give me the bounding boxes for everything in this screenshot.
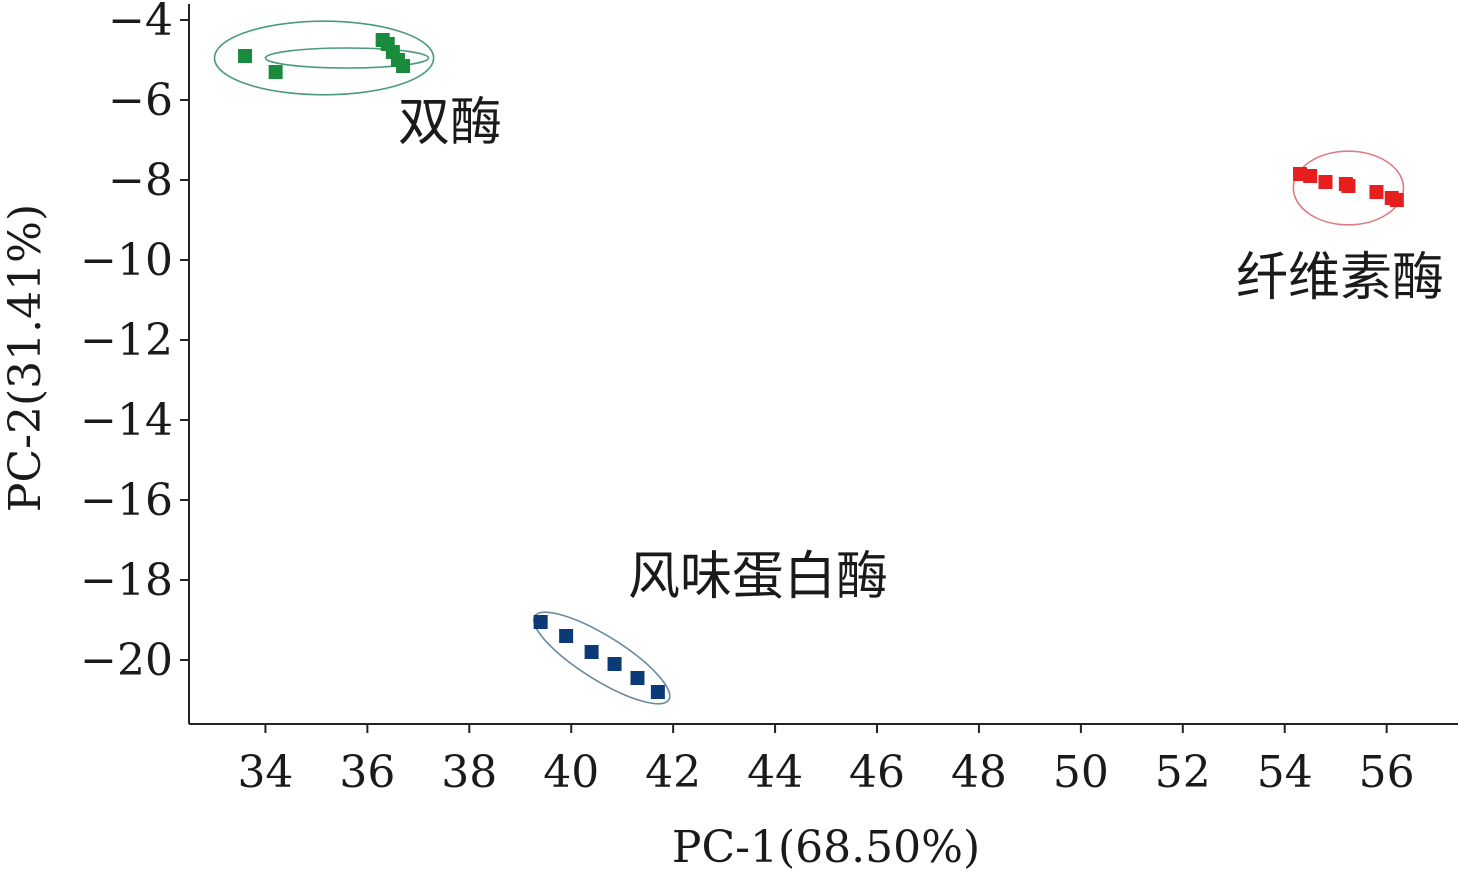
data-point — [650, 685, 665, 699]
x-tick-label: 48 — [951, 747, 1007, 798]
x-tick-label: 44 — [747, 747, 803, 798]
x-tick-label: 42 — [645, 747, 701, 798]
y-tick-label: −12 — [80, 315, 173, 366]
data-point — [584, 645, 599, 659]
x-tick-label: 56 — [1359, 747, 1415, 798]
x-ticks: 34 36 38 40 42 44 46 48 50 52 54 56 — [237, 724, 1415, 798]
data-point — [268, 65, 283, 79]
y-axis-title: PC-2(31.41%) — [0, 204, 51, 512]
y-tick-label: −14 — [80, 395, 173, 446]
group-label-cellulase: 纤维素酶 — [1236, 248, 1444, 308]
x-tick-label: 52 — [1155, 747, 1211, 798]
data-points — [238, 33, 1404, 699]
cluster-ellipse — [213, 20, 435, 96]
data-point — [238, 49, 253, 63]
data-point — [396, 59, 411, 73]
y-tick-label: −6 — [108, 75, 173, 126]
group-label-dual-enzyme: 双酶 — [398, 93, 502, 153]
data-point — [630, 671, 645, 685]
data-point — [559, 629, 574, 643]
y-tick-label: −16 — [80, 475, 173, 526]
data-point — [1369, 185, 1384, 199]
group-label-flavourzyme: 风味蛋白酶 — [628, 547, 888, 607]
y-tick-label: −4 — [108, 0, 173, 46]
x-tick-label: 54 — [1257, 747, 1313, 798]
data-point — [1341, 179, 1356, 193]
data-point — [607, 657, 622, 671]
x-tick-label: 34 — [237, 747, 293, 798]
y-tick-label: −8 — [108, 155, 173, 206]
cluster-ellipses — [213, 20, 1405, 705]
y-tick-label: −20 — [80, 635, 173, 686]
x-tick-label: 46 — [849, 747, 905, 798]
data-point — [1303, 169, 1318, 183]
cluster-inner-ellipse — [264, 47, 430, 69]
y-ticks: −4 −6 −8 −10 −12 −14 −16 −18 −20 — [80, 0, 189, 686]
data-point — [533, 615, 548, 629]
data-point — [1389, 193, 1404, 207]
x-tick-label: 50 — [1053, 747, 1109, 798]
x-tick-label: 40 — [543, 747, 599, 798]
x-axis-title: PC-1(68.50%) — [672, 822, 980, 872]
x-tick-label: 36 — [339, 747, 395, 798]
x-tick-label: 38 — [441, 747, 497, 798]
data-point — [1318, 175, 1333, 189]
cluster-ellipse — [1292, 150, 1405, 226]
axes — [188, 4, 1458, 725]
y-tick-label: −10 — [80, 235, 173, 286]
y-tick-label: −18 — [80, 555, 173, 606]
